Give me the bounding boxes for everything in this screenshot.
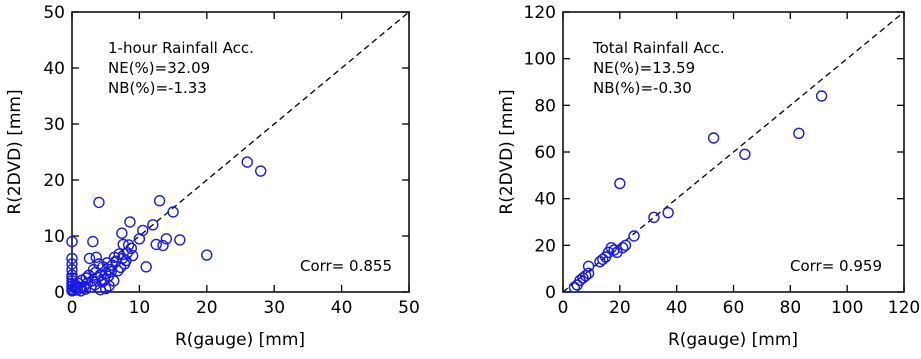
data-point <box>124 216 136 228</box>
data-point <box>150 238 162 251</box>
x-axis-label: R(gauge) [mm] <box>668 330 798 350</box>
data-point <box>739 148 751 161</box>
annotation-title: Total Rainfall Acc. <box>592 39 725 57</box>
y-tick-label: 40 <box>534 190 556 210</box>
data-points <box>568 90 828 294</box>
data-point <box>568 281 581 294</box>
data-points <box>66 156 267 297</box>
ticks <box>562 11 905 293</box>
data-point <box>90 251 102 263</box>
x-tick-label: 0 <box>558 298 569 318</box>
panel-1hour: 0 10 20 30 40 50 0 10 20 30 40 50 1-hour Rainfall … <box>5 3 420 350</box>
panel-total: 0 20 40 60 80 100 120 0 20 40 60 80 100 120 Total Ra… <box>497 3 920 350</box>
y-tick-label: 50 <box>43 3 65 23</box>
data-point <box>241 156 253 168</box>
annotation-title: 1-hour Rainfall Acc. <box>108 39 254 57</box>
data-point <box>815 90 828 102</box>
data-point <box>167 206 179 218</box>
data-point <box>83 252 96 265</box>
x-tick-label: 40 <box>331 298 353 318</box>
data-point <box>116 227 128 239</box>
y-tick-label: 0 <box>54 283 65 303</box>
annotation-nb: NB(%)=-0.30 <box>593 79 692 97</box>
x-tick-label: 60 <box>723 298 745 318</box>
data-point <box>66 269 78 281</box>
y-tick-labels: 0 20 40 60 80 100 120 <box>524 3 556 303</box>
y-tick-label: 60 <box>534 143 556 163</box>
y-tick-label: 20 <box>534 236 556 256</box>
data-point <box>66 235 78 248</box>
y-axis-label: R(2DVD) [mm] <box>497 89 517 214</box>
data-point <box>597 253 609 266</box>
data-point <box>126 249 139 262</box>
y-tick-label: 100 <box>524 50 556 70</box>
x-tick-label: 20 <box>609 298 631 318</box>
x-axis-label: R(gauge) [mm] <box>175 330 305 350</box>
corr-label: Corr= 0.855 <box>300 257 392 275</box>
data-point <box>793 127 805 140</box>
plot-frame <box>71 11 410 293</box>
x-tick-label: 40 <box>666 298 688 318</box>
x-tick-label: 100 <box>831 298 863 318</box>
data-point <box>122 239 135 251</box>
data-point <box>614 177 626 190</box>
y-tick-label: 20 <box>43 171 65 191</box>
x-tick-label: 120 <box>888 298 920 318</box>
data-point <box>87 235 99 248</box>
x-tick-label: 20 <box>196 298 218 318</box>
annotation-nb: NB(%)=-1.33 <box>108 79 207 97</box>
x-tick-label: 30 <box>263 298 285 318</box>
data-point <box>648 211 660 224</box>
data-point <box>582 260 595 273</box>
corr-label: Corr= 0.959 <box>790 257 882 275</box>
data-point <box>619 239 632 252</box>
data-point <box>153 195 166 207</box>
y-tick-label: 120 <box>524 3 556 23</box>
y-tick-label: 40 <box>43 59 65 79</box>
data-point <box>160 233 173 245</box>
x-tick-label: 0 <box>67 298 78 318</box>
data-point <box>66 263 78 276</box>
data-point <box>147 219 159 231</box>
data-point <box>99 267 112 280</box>
data-point <box>157 239 169 252</box>
annotation-ne: NE(%)=13.59 <box>593 59 695 77</box>
data-point <box>174 234 186 246</box>
x-tick-label: 10 <box>129 298 151 318</box>
x-tick-label: 50 <box>398 298 420 318</box>
ticks <box>71 11 410 293</box>
y-axis-label: R(2DVD) [mm] <box>5 89 25 214</box>
x-tick-labels: 0 10 20 30 40 50 <box>67 298 420 318</box>
data-point <box>582 267 595 280</box>
data-point <box>201 249 213 261</box>
x-tick-labels: 0 20 40 60 80 100 120 <box>558 298 921 318</box>
data-point <box>93 196 105 209</box>
y-tick-label: 80 <box>534 96 556 116</box>
data-point <box>99 282 112 295</box>
data-point <box>616 241 629 254</box>
data-point <box>662 206 674 219</box>
data-point <box>66 258 78 270</box>
data-point <box>112 265 124 277</box>
y-tick-label: 30 <box>43 115 65 135</box>
data-point <box>108 275 120 287</box>
data-point <box>608 244 620 256</box>
y-tick-labels: 0 10 20 30 40 50 <box>43 3 65 303</box>
data-point <box>66 252 78 265</box>
data-point <box>137 224 149 237</box>
y-tick-label: 10 <box>43 227 65 247</box>
x-tick-label: 80 <box>780 298 802 318</box>
data-point <box>125 242 138 255</box>
data-point <box>628 230 640 242</box>
data-point <box>80 272 92 284</box>
data-point <box>79 283 92 295</box>
data-point <box>255 165 267 177</box>
y-tick-label: 0 <box>545 283 556 303</box>
annotation-ne: NE(%)=32.09 <box>108 59 210 77</box>
data-point <box>140 261 152 273</box>
data-point <box>707 132 720 144</box>
